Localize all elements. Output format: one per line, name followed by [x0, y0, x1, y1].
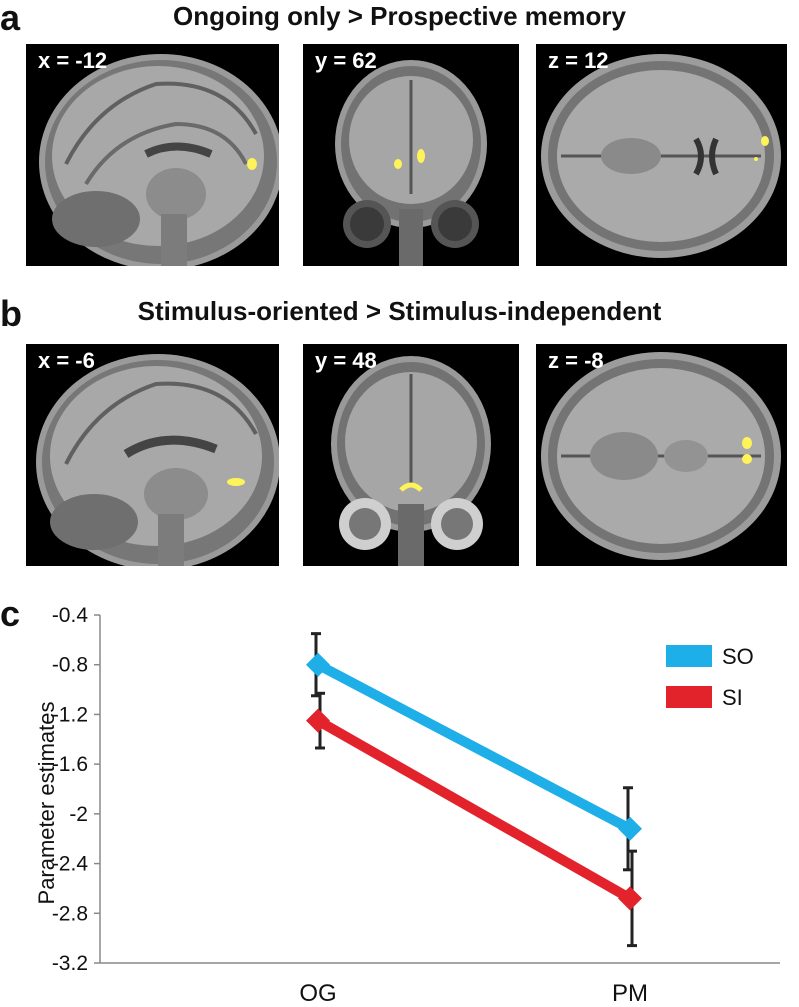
slice-coordinate: x = -12 [38, 48, 108, 73]
panel-a-coronal-slice: y = 62 [303, 44, 519, 266]
axial-brain-image [541, 54, 781, 258]
x-tick-label: OG [299, 980, 336, 1007]
legend-swatch-si [666, 686, 712, 708]
y-tick-label: -1.2 [52, 703, 88, 726]
series-line [315, 660, 633, 834]
panel-b-coronal-slice: y = 48 [303, 344, 519, 566]
panel-a-sagittal-slice: x = -12 [26, 44, 279, 266]
y-tick-label: -2 [69, 803, 88, 826]
slice-coordinate: z = 12 [548, 48, 609, 73]
panel-b-title: Stimulus-oriented > Stimulus-independent [137, 296, 662, 326]
sagittal-brain-image [39, 54, 279, 266]
coronal-brain-image [331, 356, 491, 566]
y-tick-label: -0.4 [52, 604, 89, 627]
y-tick-label: -0.8 [52, 654, 88, 677]
activation-blob [754, 157, 758, 161]
slice-coordinate: y = 62 [315, 48, 377, 73]
y-tick-label: -1.6 [52, 753, 88, 776]
slice-coordinate: y = 48 [315, 348, 377, 373]
panel-b-axial-slice: z = -8 [536, 344, 787, 566]
legend-label-si: SI [722, 685, 743, 710]
data-point-so [618, 816, 642, 841]
panel-a-title: Ongoing only > Prospective memory [173, 1, 626, 31]
slice-coordinate: x = -6 [38, 348, 95, 373]
activation-blob [417, 149, 425, 163]
panel-a-letter: a [0, 0, 21, 38]
axial-brain-image [541, 352, 781, 560]
panel-c-letter: c [0, 593, 21, 634]
slice-coordinate: z = -8 [548, 348, 604, 373]
x-tick-label: PM [612, 980, 648, 1007]
legend-swatch-so [666, 645, 712, 667]
data-point-si [618, 886, 642, 911]
data-point-so [306, 652, 330, 677]
panel-b-sagittal-slice: x = -6 [26, 344, 279, 566]
activation-blob [247, 158, 257, 170]
data-point-si [306, 708, 330, 733]
activation-blob [399, 482, 423, 492]
series-line [315, 716, 633, 903]
legend-label-so: SO [722, 644, 754, 669]
activation-blob [394, 159, 402, 169]
y-axis-label: Parameter estimates [34, 702, 59, 905]
activation-blob [761, 136, 769, 146]
panel-a-axial-slice: z = 12 [536, 44, 787, 266]
y-tick-label: -3.2 [52, 952, 88, 975]
activation-blob [742, 454, 752, 464]
sagittal-brain-image [36, 354, 279, 566]
panel-b-letter: b [0, 293, 22, 334]
activation-blob [742, 437, 752, 449]
activation-blob [227, 478, 245, 486]
y-tick-label: -2.8 [52, 902, 88, 925]
line-chart: -0.4 -0.8 -1.2 -1.6 -2 -2.4 -2.8 -3.2 OG PM Parame… [34, 604, 780, 1007]
coronal-brain-image [335, 60, 487, 266]
y-tick-label: -2.4 [52, 853, 89, 876]
